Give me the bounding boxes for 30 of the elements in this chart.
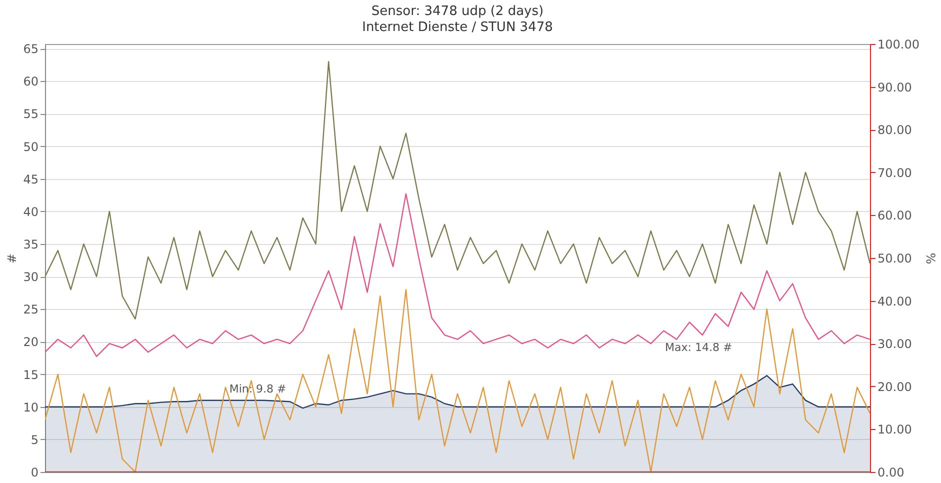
y2-tick-label: 50.00 bbox=[878, 252, 912, 266]
y2-tick-label: 30.00 bbox=[878, 337, 912, 352]
y-tick-label: 40 bbox=[23, 204, 38, 219]
y-tick-label: 35 bbox=[23, 237, 38, 252]
y2-tick-label: 60.00 bbox=[878, 208, 912, 223]
y2-tick-label: 10.00 bbox=[878, 422, 912, 437]
annotation: Max: 14.8 # bbox=[665, 341, 732, 354]
y2-tick-label: 20.00 bbox=[878, 380, 912, 394]
y-axis-title: # bbox=[5, 253, 20, 264]
y2-axis-title: % bbox=[923, 252, 938, 264]
y-tick-label: 55 bbox=[23, 107, 38, 122]
y2-tick-label: 40.00 bbox=[878, 294, 912, 308]
y-tick-label: 5 bbox=[30, 432, 38, 447]
y-tick-label: 60 bbox=[23, 74, 38, 89]
y-tick-label: 0 bbox=[30, 466, 38, 480]
y2-tick-label: 70.00 bbox=[878, 166, 912, 180]
y-tick-label: 45 bbox=[23, 172, 38, 186]
y2-tick-label: 80.00 bbox=[878, 123, 912, 138]
chart-title: Sensor: 3478 udp (2 days) bbox=[371, 4, 544, 19]
y-tick-label: 25 bbox=[23, 302, 38, 317]
y2-tick-label: 100.00 bbox=[878, 38, 920, 52]
y-tick-label: 10 bbox=[23, 400, 38, 414]
y-tick-label: 65 bbox=[23, 42, 38, 56]
y2-tick-label: 90.00 bbox=[878, 80, 912, 94]
y2-tick-label: 0.00 bbox=[878, 466, 904, 480]
chart-subtitle: Internet Dienste / STUN 3478 bbox=[362, 20, 553, 35]
y-tick-label: 30 bbox=[23, 270, 38, 284]
y-tick-label: 15 bbox=[23, 368, 38, 382]
y-tick-label: 50 bbox=[23, 140, 38, 154]
y-tick-label: 20 bbox=[23, 335, 38, 350]
